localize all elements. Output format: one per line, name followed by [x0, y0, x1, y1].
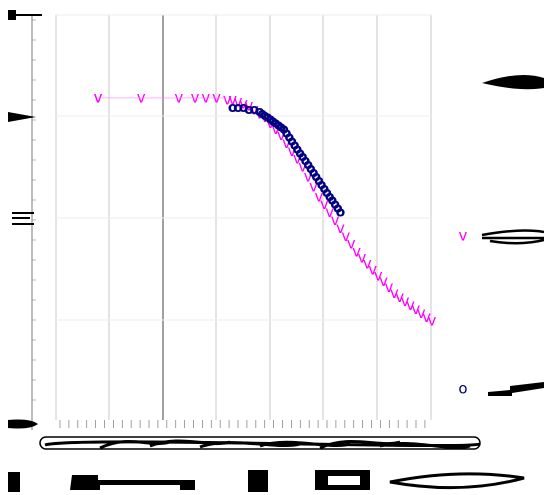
glyph-block: [390, 474, 524, 488]
point-v: v: [137, 88, 146, 106]
grid: [55, 15, 432, 420]
series-layer: vv v v v v v vvvvvvvvvvvvvvvvvvvvvvvvvvvvvvvvv…: [94, 88, 437, 329]
point-v: v: [428, 312, 437, 330]
glyph-block: [70, 475, 195, 490]
point-v: v: [201, 88, 210, 106]
y-tick-label-glyph: [8, 420, 38, 429]
legend: vo: [458, 227, 467, 398]
glyph-block: [248, 470, 268, 492]
right-glyph: [482, 231, 544, 244]
point-v: v: [191, 88, 200, 106]
point-o: o: [336, 205, 346, 221]
x-tick-marks: [40, 420, 480, 449]
glyph-block: [8, 472, 20, 492]
y-tick-label-glyph: [8, 10, 16, 20]
point-v: v: [212, 88, 221, 106]
glyph-block: [315, 470, 370, 490]
x-tick-labels: [40, 437, 480, 449]
point-v: v: [174, 88, 183, 106]
point-v: v: [94, 88, 103, 106]
right-glyph: [488, 382, 544, 396]
y-tick-marks: [8, 10, 42, 429]
legend-marker-v: v: [459, 227, 468, 245]
legend-marker-o: o: [458, 380, 467, 398]
bottom-glyph-row: [8, 470, 524, 492]
right-glyph: [482, 75, 544, 89]
y-tick-label-glyph: [12, 213, 34, 224]
